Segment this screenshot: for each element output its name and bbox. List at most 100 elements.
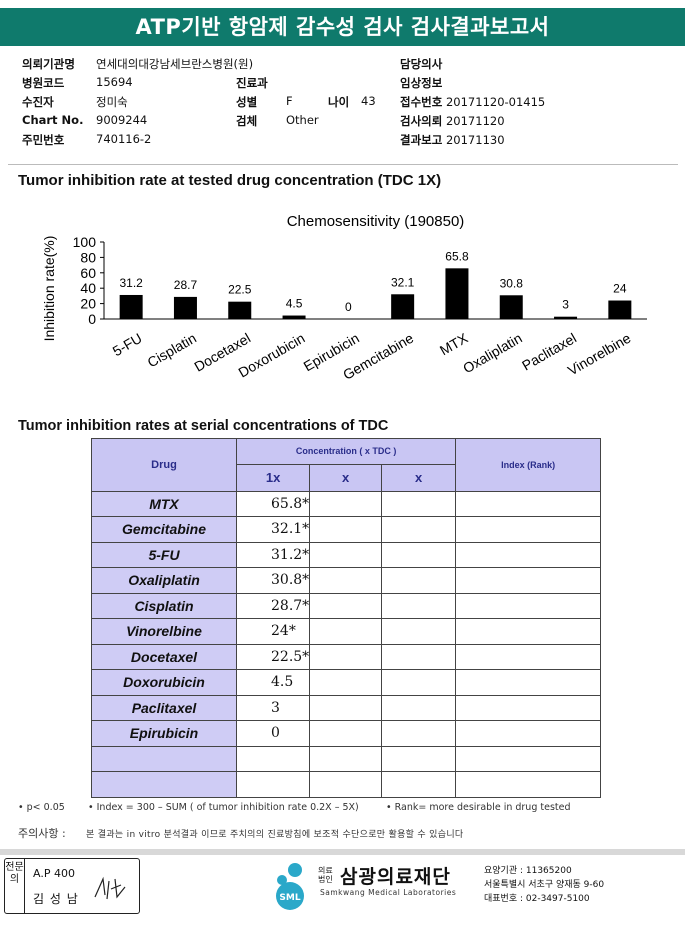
table-row: Paclitaxel 3 xyxy=(91,694,602,721)
receipt-no-value: 20171120-01415 xyxy=(445,95,546,109)
bar xyxy=(282,315,306,319)
sml-logo-icon: SML xyxy=(276,863,304,910)
institution-value: 연세대의대강남세브란스병원(원) xyxy=(96,57,254,71)
bar xyxy=(391,294,415,319)
pathologist-signature-box: 전문의 A.P 400 김 성 남 xyxy=(4,858,140,914)
data-label: 22.5 xyxy=(228,283,252,297)
drug-name: Paclitaxel xyxy=(91,694,237,721)
drug-name: Vinorelbine xyxy=(91,618,237,645)
section2-title: Tumor inhibition rates at serial concent… xyxy=(18,418,389,434)
org-name: 삼광의료재단 xyxy=(340,866,451,888)
org-prefix: 의료 법인 xyxy=(318,866,333,884)
drug-name: Gemcitabine xyxy=(91,516,237,543)
footnote-p: • p< 0.05 xyxy=(18,802,65,813)
data-label: 0 xyxy=(345,300,352,314)
section1-title: Tumor inhibition rate at tested drug con… xyxy=(18,172,442,189)
care-number: 요양기관 : 11365200 xyxy=(484,866,572,876)
bar xyxy=(554,316,578,319)
signer-name: 김 성 남 xyxy=(33,892,79,906)
resident-no-value: 740116-2 xyxy=(96,132,152,146)
bar xyxy=(173,296,197,319)
table-row: MTX 65.8* xyxy=(91,490,602,517)
request-date-value: 20171120 xyxy=(445,114,505,128)
y-tick-label: 0 xyxy=(88,311,96,327)
data-label: 24 xyxy=(613,282,627,296)
caution-label: 주의사항 : xyxy=(18,827,66,840)
rate-1x: 28.7* xyxy=(235,592,311,619)
data-label: 28.7 xyxy=(174,278,198,292)
x-tick-label: Oxaliplatin xyxy=(460,330,525,377)
age-label: 나이 xyxy=(328,95,350,109)
logo-text: SML xyxy=(279,893,300,903)
request-date-label: 검사의뢰 xyxy=(400,114,443,128)
data-label: 65.8 xyxy=(445,249,469,263)
patient-value: 정미숙 xyxy=(96,95,128,109)
table-row-empty xyxy=(91,771,602,798)
drug-name: Epirubicin xyxy=(91,720,237,747)
patient-label: 수진자 xyxy=(22,95,54,109)
y-tick-label: 40 xyxy=(80,280,96,296)
table-row: Gemcitabine 32.1* xyxy=(91,516,602,543)
table-row: Cisplatin 28.7* xyxy=(91,592,602,619)
x-tick-label: 5-FU xyxy=(110,330,145,359)
chemosensitivity-chart: Chemosensitivity (190850) Inhibition rate… xyxy=(41,213,647,383)
data-label: 32.1 xyxy=(391,275,415,289)
doctor-label: 담당의사 xyxy=(400,57,443,71)
footnote-rank: • Rank= more desirable in drug tested xyxy=(386,802,571,813)
ap-number: A.P 400 xyxy=(33,867,75,880)
rate-1x: 32.1* xyxy=(235,516,311,543)
table-row: Epirubicin 0 xyxy=(91,720,602,747)
index-rank-header: Index (Rank) xyxy=(455,438,602,492)
table-row: 5-FU 31.2* xyxy=(91,541,602,568)
address: 서울특별시 서초구 양재동 9-60 xyxy=(484,880,605,890)
chart-no-value: 9009244 xyxy=(96,113,148,127)
rate-1x: 0 xyxy=(235,720,311,747)
age-value: 43 xyxy=(361,94,376,108)
rate-1x: 30.8* xyxy=(235,567,311,594)
rate-1x: 22.5* xyxy=(235,643,311,670)
bar xyxy=(228,301,252,319)
y-tick-label: 60 xyxy=(80,265,96,281)
data-label: 4.5 xyxy=(286,297,303,311)
sex-value: F xyxy=(286,94,293,108)
data-label: 30.8 xyxy=(500,276,524,290)
y-tick-label: 100 xyxy=(73,234,97,250)
bar xyxy=(445,268,469,319)
report-title: ATP기반 항암제 감수성 검사 검사결과보고서 xyxy=(0,8,685,46)
sub-header-1x: 1x xyxy=(235,463,311,492)
hospital-code-value: 15694 xyxy=(96,75,133,89)
y-axis-label: Inhibition rate(%) xyxy=(41,236,57,342)
rate-1x: 24* xyxy=(235,618,311,645)
rate-1x: 65.8* xyxy=(235,490,311,517)
drug-name: Cisplatin xyxy=(91,592,237,619)
x-tick-label: MTX xyxy=(437,329,471,358)
contact-block: 요양기관 : 11365200 서울특별시 서초구 양재동 9-60 대표번호 … xyxy=(484,864,604,906)
table-row: Vinorelbine 24* xyxy=(91,618,602,645)
signature-scribble xyxy=(94,876,126,900)
org-english-name: Samkwang Medical Laboratories xyxy=(320,888,457,897)
footer-divider xyxy=(0,849,685,855)
drug-header: Drug xyxy=(91,438,237,492)
department-label: 진료과 xyxy=(236,76,268,90)
clinical-info-label: 임상정보 xyxy=(400,76,443,90)
rate-1x: 3 xyxy=(235,694,311,721)
data-label: 31.2 xyxy=(119,276,143,290)
table-row-empty xyxy=(91,745,602,772)
receipt-no-label: 접수번호 xyxy=(400,95,443,109)
drug-name: MTX xyxy=(91,490,237,517)
bar xyxy=(608,300,632,319)
y-tick-label: 80 xyxy=(80,249,96,265)
footnote-index: • Index = 300 – SUM ( of tumor inhibitio… xyxy=(88,802,359,813)
report-date-value: 20171130 xyxy=(445,133,505,147)
y-tick-label: 20 xyxy=(80,296,96,312)
report-date-label: 결과보고 xyxy=(400,133,443,147)
table-row: Docetaxel 22.5* xyxy=(91,643,602,670)
institution-label: 의뢰기관명 xyxy=(22,57,75,71)
drug-name: Oxaliplatin xyxy=(91,567,237,594)
caution-text: 본 결과는 in vitro 분석결과 이므로 주치의의 진료방침에 보조적 수… xyxy=(86,830,464,840)
sub-header-x: x xyxy=(309,463,383,492)
sub-header-x: x xyxy=(381,463,457,492)
data-label: 3 xyxy=(562,298,569,312)
rate-1x: 4.5 xyxy=(235,669,311,696)
specimen-value: Other xyxy=(286,113,319,127)
